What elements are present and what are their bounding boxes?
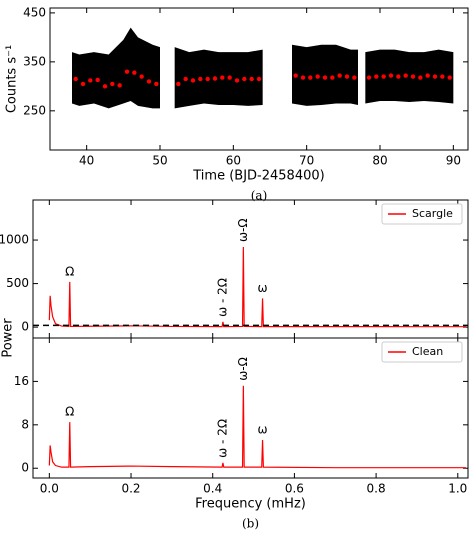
data-point (337, 73, 342, 78)
x-tick-label: 50 (152, 154, 167, 168)
x-tick-label: 90 (446, 154, 461, 168)
data-point (234, 78, 240, 83)
legend-label: Clean (412, 345, 443, 358)
legend-box (381, 203, 463, 225)
spectrum-line (48, 247, 466, 328)
data-point (300, 75, 306, 80)
annotation: Ω (65, 264, 74, 278)
x-tick-label: 0.4 (203, 482, 222, 496)
annotation: ω-Ω (236, 357, 250, 381)
annotation: ω - 2Ω (215, 419, 229, 458)
caption: (b) (242, 517, 259, 531)
data-point (396, 74, 401, 79)
y-tick-label: 0 (21, 320, 29, 334)
data-point (256, 76, 262, 82)
data-point (220, 75, 225, 80)
data-point (212, 76, 218, 81)
x-tick-label: 1.0 (448, 482, 467, 496)
data-point (110, 81, 115, 87)
y-tick-label: 450 (23, 5, 46, 19)
annotation: ω (258, 281, 268, 295)
data-point (447, 75, 452, 80)
data-point (418, 75, 423, 80)
x-tick-label: 0.0 (40, 482, 59, 496)
data-point (95, 77, 100, 83)
data-point (440, 74, 445, 79)
data-point (190, 78, 196, 83)
x-tick-label: 0.8 (367, 482, 386, 496)
data-point (388, 73, 394, 78)
annotation: ω - 2Ω (215, 278, 229, 317)
data-band (174, 47, 263, 109)
data-point (73, 76, 78, 82)
data-point (410, 74, 416, 79)
x-tick-label: 60 (226, 154, 241, 168)
data-point (242, 76, 247, 82)
annotation: Ω (65, 405, 74, 419)
data-point (117, 83, 122, 88)
data-band (72, 27, 160, 109)
y-axis-label: Counts s⁻¹ (5, 45, 20, 113)
data-point (381, 74, 386, 79)
y-tick-label: 350 (23, 54, 46, 68)
data-point (176, 81, 181, 87)
x-tick-label: 80 (372, 154, 387, 168)
y-tick-label: 500 (6, 276, 29, 290)
x-tick-label: 0.6 (285, 482, 304, 496)
data-point (308, 75, 313, 80)
x-tick-label: 40 (79, 154, 94, 168)
y-tick-label: 1000 (0, 233, 29, 247)
annotation: ω (258, 423, 268, 437)
data-point (322, 75, 328, 80)
data-point (249, 76, 254, 82)
annotation: ω-Ω (236, 218, 250, 242)
data-point (88, 78, 93, 83)
data-point (425, 73, 430, 78)
data-point (102, 84, 108, 89)
data-point (146, 79, 152, 84)
data-point (352, 75, 357, 80)
data-point (293, 73, 298, 78)
spectrum-line (48, 385, 466, 469)
data-point (330, 75, 335, 80)
y-axis-label: Power (1, 318, 16, 358)
y-tick-label: 0 (21, 461, 29, 475)
data-point (124, 69, 130, 74)
data-point (80, 81, 86, 87)
x-axis-label: Time (BJD-2458400) (192, 169, 324, 184)
data-band (365, 49, 454, 104)
data-point (432, 74, 438, 79)
data-point (139, 74, 144, 79)
data-point (315, 74, 320, 79)
data-point (227, 75, 232, 80)
x-axis-label: Frequency (mHz) (195, 497, 306, 512)
data-point (198, 76, 203, 82)
data-point (154, 81, 159, 87)
caption: (a) (251, 189, 268, 203)
data-point (374, 74, 379, 79)
y-tick-label: 250 (23, 103, 46, 117)
legend-box (381, 341, 463, 363)
legend-label: Scargle (412, 207, 453, 220)
data-band (292, 44, 358, 106)
data-point (132, 70, 137, 75)
data-point (183, 76, 188, 82)
data-point (366, 75, 372, 80)
panel-frame (49, 7, 469, 151)
data-point (403, 73, 408, 78)
x-tick-label: 70 (299, 154, 314, 168)
data-point (344, 74, 350, 79)
y-tick-label: 8 (21, 417, 29, 431)
panel-frame (32, 337, 469, 479)
y-tick-label: 16 (14, 374, 29, 388)
x-tick-label: 0.2 (121, 482, 140, 496)
data-point (205, 76, 210, 82)
